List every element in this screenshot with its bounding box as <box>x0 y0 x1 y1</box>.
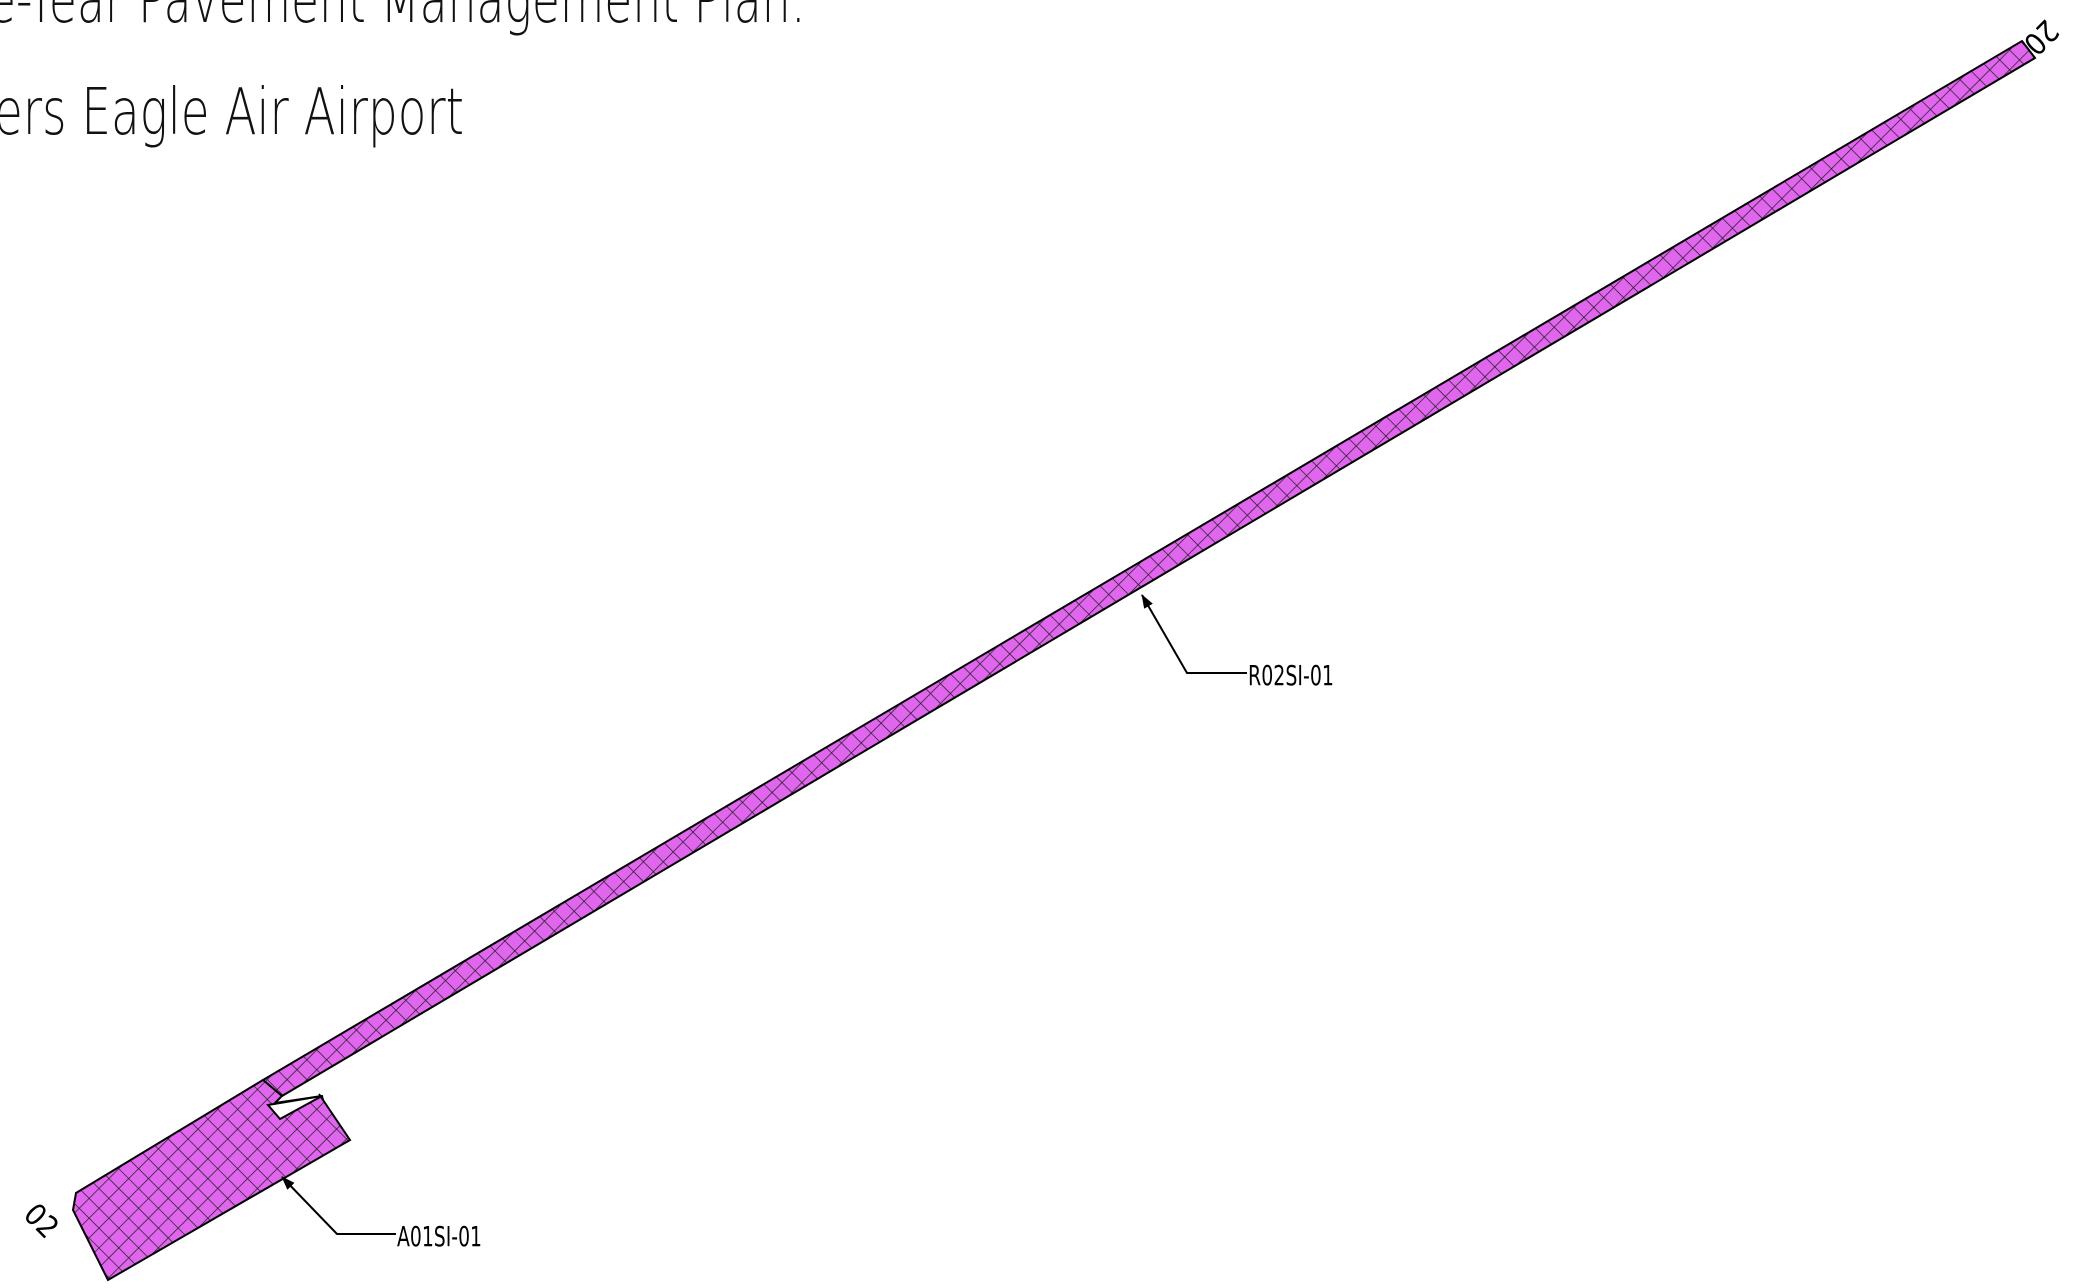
apron-pavement-section <box>71 1078 352 1282</box>
runway-end-02-label: 02 <box>16 1197 65 1246</box>
plan-title-line-2: ers Eagle Air Airport <box>0 76 464 150</box>
runway-pavement-section <box>261 39 2037 1098</box>
runway-section-leader <box>1141 594 1247 674</box>
apron-section-leader <box>281 1176 396 1235</box>
runway-section-label: R02SI-01 <box>1248 659 1334 692</box>
plan-title-line-1: e-Year Pavement Management Plan: <box>0 0 806 38</box>
apron-section-label: A01SI-01 <box>397 1220 482 1253</box>
apron-notch <box>266 1095 323 1121</box>
